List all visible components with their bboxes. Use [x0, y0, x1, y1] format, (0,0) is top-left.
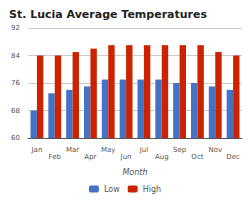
svg-text:St. Lucia Average Temperatures: St. Lucia Average Temperatures	[9, 8, 207, 21]
svg-text:Feb: Feb	[49, 153, 62, 161]
svg-text:May: May	[101, 146, 115, 154]
svg-text:Nov: Nov	[208, 146, 222, 154]
svg-text:84: 84	[11, 52, 20, 60]
svg-text:Jul: Jul	[139, 146, 149, 154]
svg-text:Low: Low	[104, 185, 120, 194]
svg-text:High: High	[143, 185, 161, 194]
svg-text:Apr: Apr	[84, 153, 96, 161]
svg-text:Aug: Aug	[155, 153, 169, 161]
svg-text:68: 68	[11, 107, 20, 115]
svg-text:76: 76	[11, 79, 20, 87]
svg-text:Sep: Sep	[173, 146, 187, 154]
svg-text:60: 60	[11, 134, 20, 142]
svg-text:Jan: Jan	[31, 146, 43, 154]
svg-text:Jun: Jun	[120, 153, 132, 161]
svg-text:92: 92	[11, 24, 20, 32]
svg-text:Oct: Oct	[191, 153, 203, 161]
svg-text:Dec: Dec	[226, 153, 240, 161]
svg-text:Mar: Mar	[66, 146, 79, 154]
svg-text:Month: Month	[122, 168, 147, 177]
